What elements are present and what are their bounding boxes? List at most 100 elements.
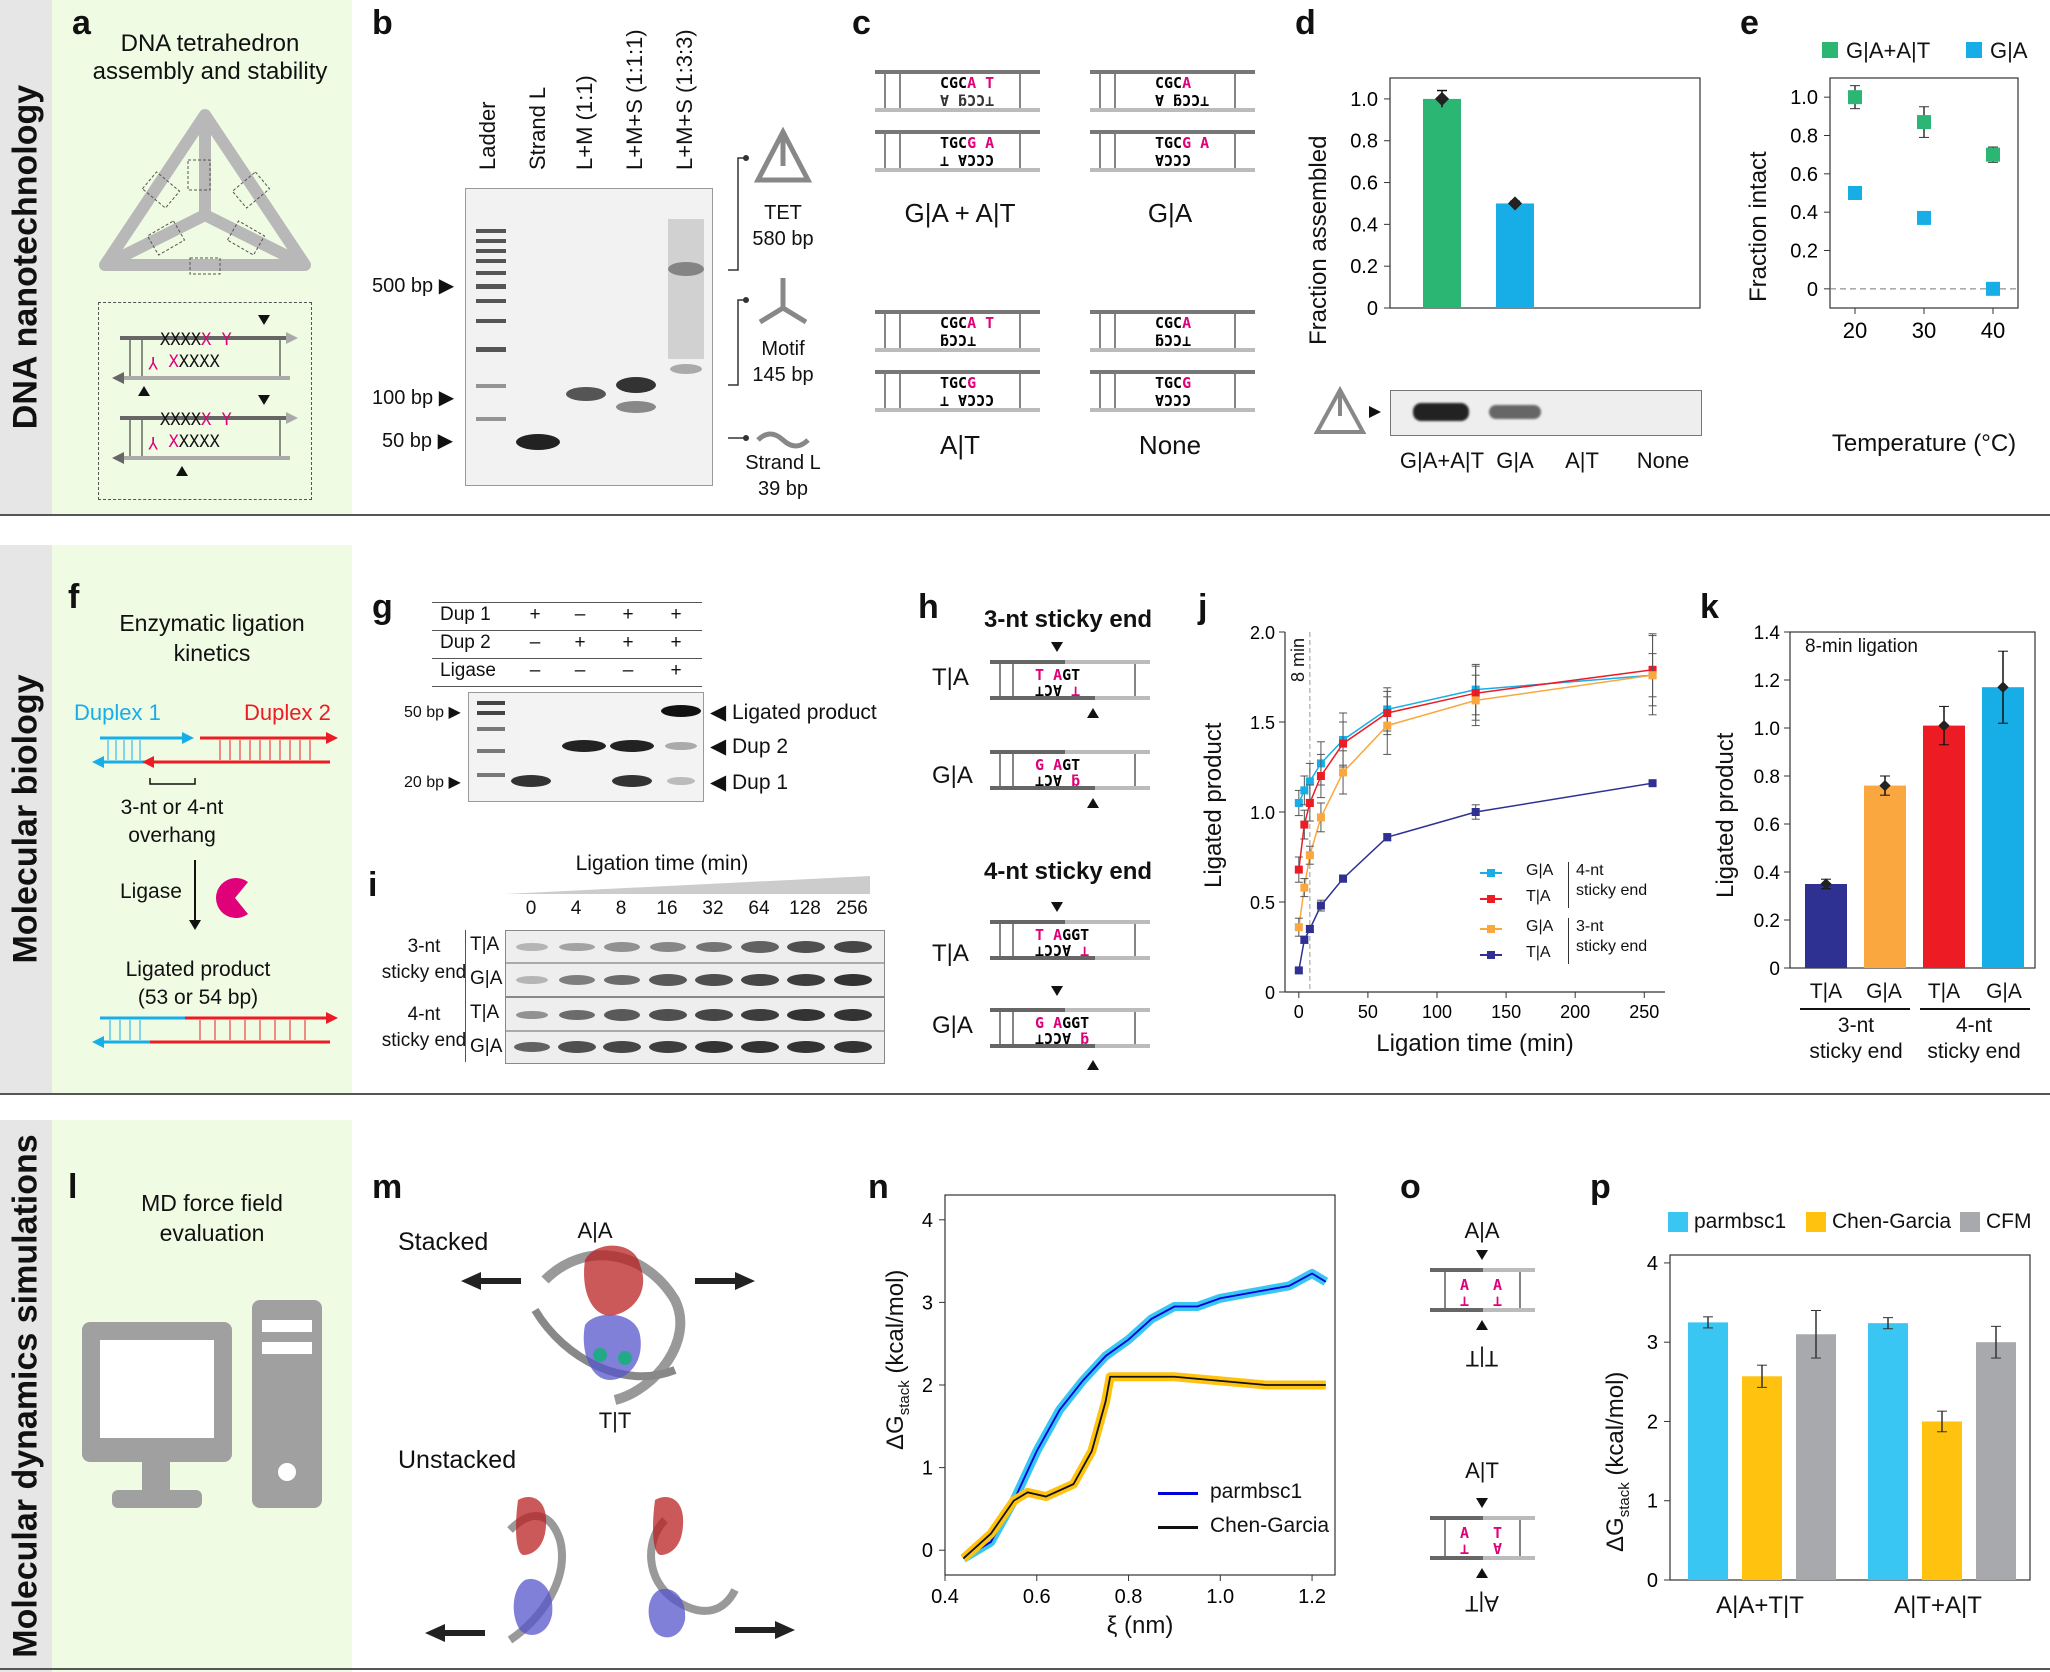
svg-text:∀: ∀ [1493,1540,1502,1558]
chart-n-xtick-label: 0.6 [1023,1586,1051,1608]
chart-e-point [1848,90,1862,105]
chart-n-ytick-label: 3 [922,1292,933,1314]
svg-text:G AGT: G AGT [1035,756,1080,774]
panel-o-letter: o [1400,1168,1421,1206]
lane-label-lms-111: L+M+S (1:1:1) [622,29,647,170]
i-group4-line1: 4-nt [407,1004,441,1025]
svg-text:CGCA: CGCA [1155,74,1191,92]
k-group3-line2: sticky end [1809,1040,1903,1063]
panel-g-letter: g [372,588,393,626]
svg-text:ƃƆƆ⊥: ƃƆƆ⊥ [940,332,976,350]
svg-text:∀ƆƆƆ: ∀ƆƆƆ [1155,152,1191,170]
chart-j-point [1300,820,1309,829]
d-xcat-1: G|A [1496,448,1534,473]
m-aa-label: A|A [577,1218,613,1243]
legend-n: parmbsc1 Chen-Garcia [1158,1478,1329,1548]
panel-i-title: Ligation time (min) [575,852,749,875]
duplex1-label: Duplex 1 [74,700,161,725]
chart-j-ytick-label: 0.5 [1250,893,1275,913]
chart-p-ytick-label: 2 [1647,1411,1658,1433]
annot-motif-name: Motif [761,338,805,360]
chart-d-point [1434,91,1450,106]
panel-k-letter: k [1700,588,1719,626]
panel-f-title-2: kinetics [173,640,251,666]
chart-d: 0 0.2 0.4 0.6 0.8 1.0 [1350,77,1701,320]
tet-icon-d [1313,385,1381,434]
o-at-label: A|T [1465,1458,1499,1483]
panel-f-title-1: Enzymatic ligation [119,610,305,636]
chart-p-bar [1868,1323,1908,1580]
chart-j-point [1294,799,1303,807]
panel-e-xlabel: Temperature (°C) [1831,430,2017,457]
chart-p-ytick-label: 1 [1647,1491,1658,1513]
k-xcat-1: G|A [1866,980,1902,1003]
chart-e-point [1917,210,1931,225]
panel-a-letter: a [72,4,91,42]
chart-d-point [1507,196,1523,211]
svg-text:CGCA T: CGCA T [940,314,994,332]
legend-e-label-0: G|A+A|T [1846,38,1931,63]
panel-j-ylabel: Ligated product [1200,722,1227,888]
gel-image-i [505,930,885,1064]
legend-p-swatch-2 [1960,1212,1980,1232]
ligase-label: Ligase [120,880,182,903]
svg-text:⊥: ⊥ [1460,1540,1469,1558]
chart-d-ytick-label: 0.6 [1350,173,1378,195]
junction-1-bot-seq: Y XXXXX [148,352,220,372]
chart-p-ytick-label: 0 [1647,1570,1658,1592]
chart-p: 0 1 2 3 4 [1647,1253,2031,1592]
variant-label-none: None [1138,430,1202,460]
chart-j-point [1383,833,1392,842]
o-at-flip-label: A|T [1465,1591,1499,1616]
svg-text:⊥: ⊥ [1460,1292,1469,1310]
legend-j: G|A T|A G|A T|A 4-nt sticky end 3-nt sti… [1480,860,1680,970]
svg-text:⊥ƆƆ∀ ƃ: ⊥ƆƆ∀ ƃ [1035,1030,1089,1048]
p-xcat-1: A|T+A|T [1894,1592,1982,1619]
md-junction-schematics: A A⊥ ⊥ A T⊥ ∀ [1430,1250,1535,1578]
g-band-dup2: ◀ Dup 2 [710,735,789,758]
chart-k-point [1879,779,1891,792]
legend-p-label-1: Chen-Garcia [1832,1210,1952,1233]
chart-p-bar [1688,1322,1728,1580]
chart-d-bar [1423,98,1461,308]
legend-p-label-0: parmbsc1 [1694,1210,1787,1233]
svg-text:A: A [1460,1524,1469,1542]
chart-k: 0 0.2 0.4 0.6 0.8 1.0 1.2 1.4 [1754,623,2036,980]
svg-text:A: A [1460,1276,1469,1294]
svg-text:T AGT: T AGT [1035,666,1080,684]
chart-j-xtick-label: 150 [1491,1002,1521,1022]
panel-b-letter: b [372,4,393,42]
chart-d-frame [1389,77,1701,309]
gel-band-1 [1413,403,1469,421]
chart-j-point [1316,813,1325,822]
panel-j-letter: j [1198,588,1208,626]
chart-j-xtick-label: 0 [1294,1002,1304,1022]
k-xcat-0: T|A [1809,980,1843,1003]
panel-m-letter: m [372,1168,403,1206]
i-group3-line1: 3-nt [407,936,441,957]
panel-n-xlabel: ξ (nm) [1106,1612,1174,1639]
chart-d-bar [1496,203,1534,308]
d-xcat-0: G|A+A|T [1399,448,1485,473]
panel-f-bg [52,545,352,1093]
i-group4-line2: sticky end [381,1030,467,1051]
chart-k-ytick-label: 0.4 [1754,863,1781,884]
overhang-label-1: 3-nt or 4-nt [120,796,224,819]
chart-n-xtick-label: 0.8 [1115,1586,1143,1608]
junction-detail-box [98,302,312,500]
chart-d-ytick-label: 0 [1367,298,1378,320]
chart-k-bar [1982,687,2024,968]
panel-e-letter: e [1740,4,1759,42]
chart-k-ytick-label: 1.2 [1754,671,1780,692]
d-xcat-3: None [1636,448,1690,473]
chart-j-point [1294,923,1303,932]
panel-f-letter: f [68,578,80,616]
chart-j-point [1300,786,1309,795]
gel-b-brackets [728,126,813,449]
chart-e-ytick-label: 0.4 [1790,202,1818,224]
chart-j-point [1339,768,1348,777]
svg-text:Ɐ ƃƆƆ⊥: Ɐ ƃƆƆ⊥ [940,92,994,110]
annot-tet-name: TET [764,202,802,224]
panel-d-ylabel: Fraction assembled [1305,135,1332,345]
row-tab-md: Molecular dynamics simulations [0,1120,52,1672]
